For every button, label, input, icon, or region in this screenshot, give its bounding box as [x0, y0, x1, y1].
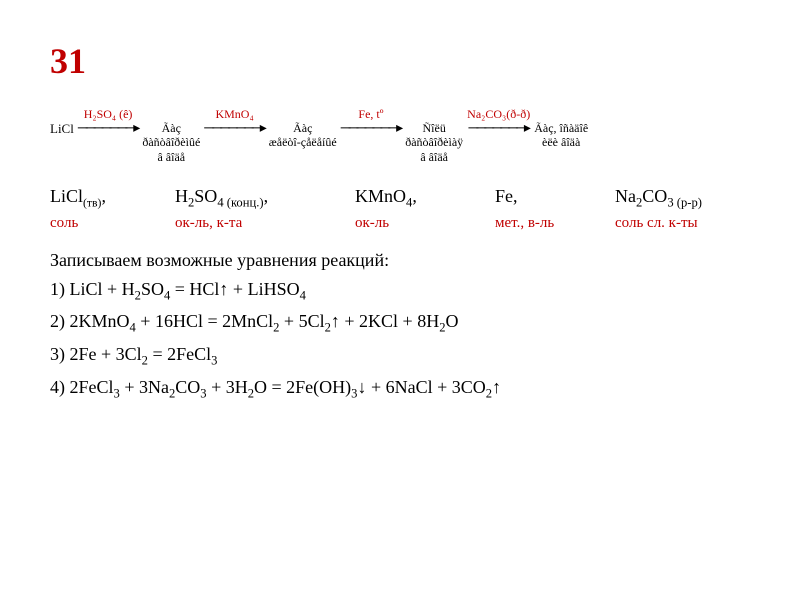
scheme-step: Fe, tº ───────▸ — [341, 107, 401, 138]
product-text: ðàñòâîðèìàÿ — [405, 135, 463, 149]
reagent-label: H₂SO₄ (ê) — [84, 107, 133, 121]
equation: 2) 2KMnO4 + 16HCl = 2MnCl2 + 5Cl2↑ + 2KC… — [50, 311, 750, 336]
substance-label: соль — [50, 215, 145, 232]
substance-label: ок-ль — [355, 215, 465, 232]
scheme-product: Ãàç æåëòî-çåëåíûé — [269, 107, 337, 150]
substance-formula: LiCl(тв), — [50, 186, 145, 211]
scheme-start: LiCl — [50, 107, 74, 137]
substance-formula: H2SO4 (конц.), — [175, 186, 325, 211]
equation: 4) 2FeCl3 + 3Na2CO3 + 3H2O = 2Fe(OH)3↓ +… — [50, 377, 750, 402]
product-text: Ãàç — [162, 121, 181, 135]
substance-label: соль сл. к-ты — [615, 215, 745, 232]
product-text: Ãàç — [293, 121, 312, 135]
substance-formula: KMnO4, — [355, 186, 465, 211]
reagent-label: Fe, tº — [358, 107, 383, 121]
product-text: â âîäå — [157, 150, 185, 164]
substance-label: мет., в-ль — [495, 215, 585, 232]
substance-formula: Fe, — [495, 186, 585, 211]
product-text: Ãàç, îñàäîê — [534, 121, 588, 135]
equation: 3) 2Fe + 3Cl2 = 2FeCl3 — [50, 344, 750, 369]
arrow-icon: ───────▸ — [78, 121, 138, 138]
scheme-product: Ñîëü ðàñòâîðèìàÿ â âîäå — [405, 107, 463, 164]
scheme-step: KMnO₄ ───────▸ — [204, 107, 264, 138]
product-text: â âîäå — [420, 150, 448, 164]
arrow-icon: ───────▸ — [204, 121, 264, 138]
reaction-scheme: LiCl H₂SO₄ (ê) ───────▸ Ãàç ðàñòâîðèìûé … — [50, 107, 750, 164]
reagent-label: KMnO₄ — [215, 107, 253, 121]
scheme-step: H₂SO₄ (ê) ───────▸ — [78, 107, 138, 138]
product-text: æåëòî-çåëåíûé — [269, 135, 337, 149]
reagent-label: Na₂CO₃(ð-ð) — [467, 107, 530, 121]
product-text: Ñîëü — [423, 121, 446, 135]
equation: 1) LiCl + H2SO4 = HCl↑ + LiHSO4 — [50, 279, 750, 304]
arrow-icon: ───────▸ — [341, 121, 401, 138]
substance-formula: Na2CO3 (р-р) — [615, 186, 745, 211]
substance-label: ок-ль, к-та — [175, 215, 325, 232]
scheme-step: Na₂CO₃(ð-ð) ───────▸ — [467, 107, 530, 138]
scheme-product: Ãàç, îñàäîê èëè âîäà — [534, 107, 588, 150]
slide-number: 31 — [50, 40, 750, 82]
product-text: èëè âîäà — [542, 135, 580, 149]
substance-labels-row: соль ок-ль, к-та ок-ль мет., в-ль соль с… — [50, 215, 750, 232]
product-text: ðàñòâîðèìûé — [142, 135, 200, 149]
arrow-icon: ───────▸ — [468, 121, 528, 138]
substances-row: LiCl(тв), H2SO4 (конц.), KMnO4, Fe, Na2C… — [50, 186, 750, 211]
scheme-product: Ãàç ðàñòâîðèìûé â âîäå — [142, 107, 200, 164]
equations-heading: Записываем возможные уравнения реакций: — [50, 250, 750, 271]
